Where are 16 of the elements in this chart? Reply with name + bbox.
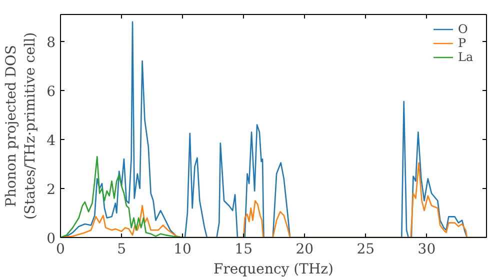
x-tick-label: 25 bbox=[356, 242, 375, 258]
x-tick-label: 20 bbox=[296, 242, 314, 258]
y-axis-title: Phonon projected DOS (States/THz·primitive cell) bbox=[3, 32, 39, 220]
legend-label: P bbox=[458, 36, 468, 50]
x-tick-label: 5 bbox=[117, 242, 126, 258]
legend-label: O bbox=[458, 22, 469, 36]
x-tick-label: 30 bbox=[418, 242, 436, 258]
x-axis-title: Frequency (THz) bbox=[213, 262, 334, 278]
x-tick-label: 10 bbox=[174, 242, 192, 258]
legend-label: La bbox=[458, 50, 474, 64]
y-tick-label: 0 bbox=[46, 231, 56, 247]
x-tick-label: 15 bbox=[234, 242, 253, 258]
y-tick-label: 4 bbox=[46, 132, 56, 149]
y-tick-label: 2 bbox=[46, 182, 56, 198]
y-tick-label: 8 bbox=[46, 34, 56, 51]
y-tick-label: 6 bbox=[46, 84, 56, 100]
